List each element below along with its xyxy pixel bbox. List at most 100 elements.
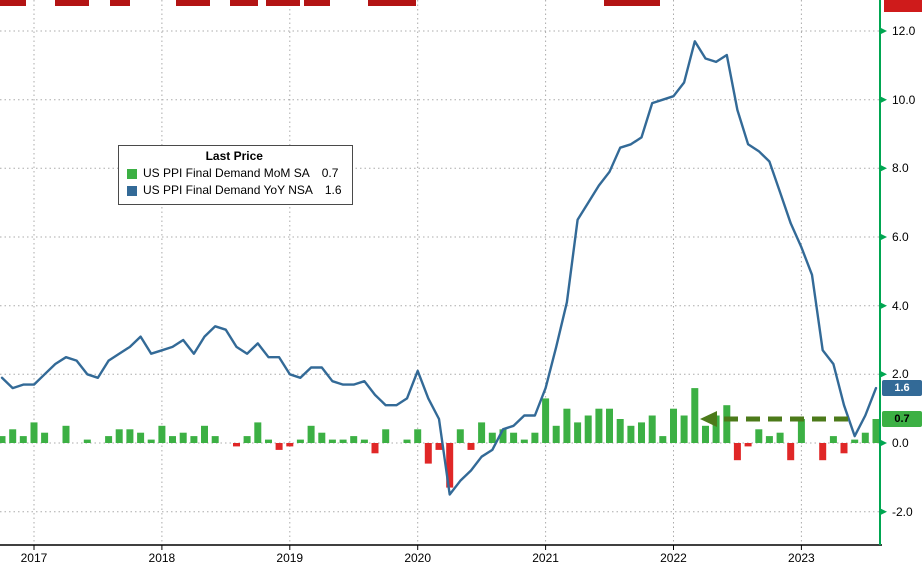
ppi-mom-bar	[0, 436, 6, 443]
ppi-mom-bar	[158, 425, 166, 443]
ppi-mom-bar	[520, 439, 528, 443]
x-axis-label: 2022	[660, 551, 687, 565]
ppi-mom-bar	[83, 439, 91, 443]
annotation-arrowhead-icon	[700, 411, 717, 427]
legend-value-mom: 0.7	[321, 166, 339, 180]
ppi-mom-bar	[339, 439, 347, 443]
ppi-mom-bar	[435, 443, 443, 450]
ppi-mom-bar	[286, 443, 294, 447]
cropped-toolbar-remnant	[110, 0, 130, 6]
chart-legend: Last Price US PPI Final Demand MoM SA 0.…	[118, 145, 353, 205]
y-axis-tick-arrow-icon	[880, 302, 887, 310]
ppi-mom-bar	[147, 439, 155, 443]
ppi-mom-bar	[829, 436, 837, 443]
ppi-mom-bar	[563, 408, 571, 443]
ppi-mom-bar	[105, 436, 113, 443]
ppi-mom-bar	[776, 432, 784, 443]
ppi-mom-bar	[414, 429, 422, 443]
ppi-mom-bar	[733, 443, 741, 461]
y-axis-label: 10.0	[892, 92, 916, 107]
ppi-mom-bar	[137, 432, 145, 443]
ppi-mom-bar	[360, 439, 368, 443]
legend-item-ppi-yoy[interactable]: US PPI Final Demand YoY NSA 1.6	[127, 182, 342, 199]
ppi-mom-bar	[584, 415, 592, 443]
ppi-mom-bar	[211, 436, 219, 443]
y-axis-tick-arrow-icon	[880, 96, 887, 104]
y-axis-label: 6.0	[892, 230, 909, 244]
y-axis-label: 4.0	[892, 298, 909, 313]
ppi-mom-bar	[552, 425, 560, 443]
legend-label-mom: US PPI Final Demand MoM SA	[143, 166, 310, 180]
ppi-mom-bar	[62, 425, 70, 443]
ppi-mom-bar	[350, 436, 358, 443]
y-axis-tick-arrow-icon	[880, 164, 887, 172]
ppi-mom-bar	[702, 425, 709, 443]
ppi-mom-bar	[819, 443, 827, 461]
y-axis-label: 8.0	[892, 161, 909, 176]
ppi-mom-bar	[115, 429, 123, 443]
y-axis-tick-arrow-icon	[880, 27, 887, 35]
cropped-toolbar-remnant	[604, 0, 660, 6]
ppi-mom-bar	[648, 415, 656, 443]
ppi-mom-bar	[201, 425, 208, 443]
cropped-toolbar-remnant	[230, 0, 258, 6]
cropped-toolbar-remnant	[266, 0, 300, 6]
ppi-mom-bar	[595, 408, 603, 443]
ppi-mom-bar	[424, 443, 432, 464]
ppi-mom-bar	[30, 422, 38, 443]
ppi-mom-bar	[179, 432, 187, 443]
y-axis-label: 0.0	[892, 436, 909, 450]
ppi-mom-bar	[328, 439, 336, 443]
x-axis-label: 2018	[148, 551, 176, 565]
ppi-mom-bar	[488, 432, 496, 443]
ppi-mom-bar	[446, 443, 454, 488]
x-axis-label: 2019	[276, 551, 304, 565]
ppi-mom-bar	[606, 408, 613, 443]
ppi-mom-bar	[797, 419, 805, 443]
ppi-mom-bar	[265, 439, 272, 443]
ppi-mom-bar	[659, 436, 667, 443]
mom-last-price-badge: 0.7	[882, 410, 922, 427]
y-axis-tick-arrow-icon	[880, 439, 887, 447]
legend-item-ppi-mom[interactable]: US PPI Final Demand MoM SA 0.7	[127, 165, 342, 182]
ppi-mom-bar	[318, 432, 326, 443]
cropped-toolbar-remnant	[304, 0, 330, 6]
ppi-mom-bar	[307, 425, 315, 443]
ppi-mom-bar	[403, 439, 411, 443]
ppi-mom-bar	[19, 436, 27, 443]
x-axis-label: 2020	[404, 551, 432, 565]
ppi-mom-bar	[638, 422, 645, 443]
ppi-mom-bar	[169, 436, 176, 443]
ppi-mom-bar	[233, 443, 240, 447]
ppi-mom-bar	[275, 443, 283, 450]
ppi-mom-bar	[542, 398, 550, 443]
legend-value-yoy: 1.6	[324, 183, 342, 197]
ppi-mom-bar	[627, 425, 635, 443]
ppi-mom-bar	[755, 429, 763, 443]
yoy-series-swatch-icon	[127, 185, 137, 196]
ppi-mom-bar	[840, 443, 848, 454]
y-axis-label: -2.0	[892, 504, 913, 519]
ppi-mom-bar	[680, 415, 688, 443]
mom-series-swatch-icon	[127, 168, 137, 179]
legend-label-yoy: US PPI Final Demand YoY NSA	[143, 183, 313, 197]
ppi-mom-bar	[243, 436, 251, 443]
y-axis-label: 2.0	[892, 367, 909, 382]
cropped-toolbar-remnant	[884, 0, 922, 12]
ppi-mom-bar	[510, 432, 518, 443]
ppi-mom-bar	[371, 443, 379, 454]
yoy-last-price-badge: 1.6	[882, 380, 922, 397]
cropped-toolbar-remnant	[368, 0, 416, 6]
y-axis-tick-arrow-icon	[880, 508, 887, 516]
ppi-mom-bar	[126, 429, 134, 443]
ppi-mom-bar	[41, 432, 49, 443]
y-axis-tick-arrow-icon	[880, 370, 887, 378]
ppi-mom-bar	[723, 405, 731, 443]
ppi-mom-bar	[670, 408, 677, 443]
ppi-mom-bar	[531, 432, 539, 443]
legend-title: Last Price	[205, 149, 263, 163]
ppi-mom-bar	[691, 388, 699, 443]
ppi-mom-bar	[744, 443, 752, 447]
